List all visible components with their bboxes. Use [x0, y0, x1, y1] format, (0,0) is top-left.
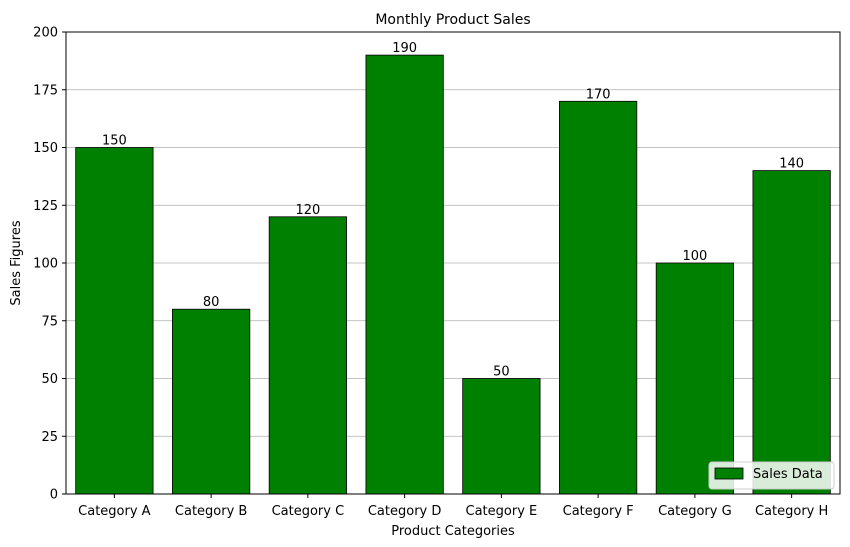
bar	[172, 308, 251, 495]
y-tick-label: 25	[41, 430, 58, 445]
bar	[559, 100, 638, 495]
bar-value-label: 140	[779, 157, 804, 172]
legend-label: Sales Data	[753, 467, 823, 482]
y-tick-label: 200	[33, 26, 58, 41]
y-tick-label: 0	[50, 488, 58, 503]
x-tick-label: Category C	[272, 504, 345, 519]
bar-value-label: 80	[203, 295, 220, 310]
bar	[365, 54, 444, 495]
bar-value-label: 150	[102, 134, 127, 149]
bar-value-label: 50	[493, 365, 510, 380]
x-tick-label: Category A	[78, 504, 151, 519]
x-axis-label: Product Categories	[391, 524, 515, 539]
legend-swatch	[714, 467, 744, 480]
bar	[462, 378, 541, 495]
bar-value-label: 100	[682, 249, 707, 264]
x-axis: Category A Category B Category C Category D…	[78, 494, 828, 519]
bar-value-label: 190	[392, 41, 417, 56]
y-tick-label: 150	[33, 141, 58, 156]
bar	[752, 170, 831, 495]
x-tick-label: Category D	[368, 504, 442, 519]
bar-value-label: 120	[295, 203, 320, 218]
legend: Sales Data	[708, 461, 835, 490]
y-tick-label: 50	[41, 372, 58, 387]
data-labels: 150 80 120 190 50 170 100 140	[102, 41, 804, 379]
x-tick-label: Category B	[175, 504, 247, 519]
x-tick-label: Category E	[466, 504, 538, 519]
chart-title: Monthly Product Sales	[375, 12, 530, 28]
bar	[655, 262, 734, 495]
bars	[75, 54, 831, 495]
x-tick-label: Category G	[658, 504, 732, 519]
y-tick-label: 175	[33, 83, 58, 98]
x-tick-label: Category H	[755, 504, 828, 519]
y-tick-label: 75	[41, 314, 58, 329]
bar	[75, 147, 154, 495]
y-axis-label: Sales Figures	[9, 220, 24, 305]
y-tick-label: 100	[33, 257, 58, 272]
y-tick-label: 125	[33, 199, 58, 214]
bar-value-label: 170	[586, 87, 611, 102]
bar	[268, 216, 347, 495]
x-tick-label: Category F	[563, 504, 634, 519]
y-axis: 0 25 50 75 100 125 150 175 200	[33, 26, 66, 503]
